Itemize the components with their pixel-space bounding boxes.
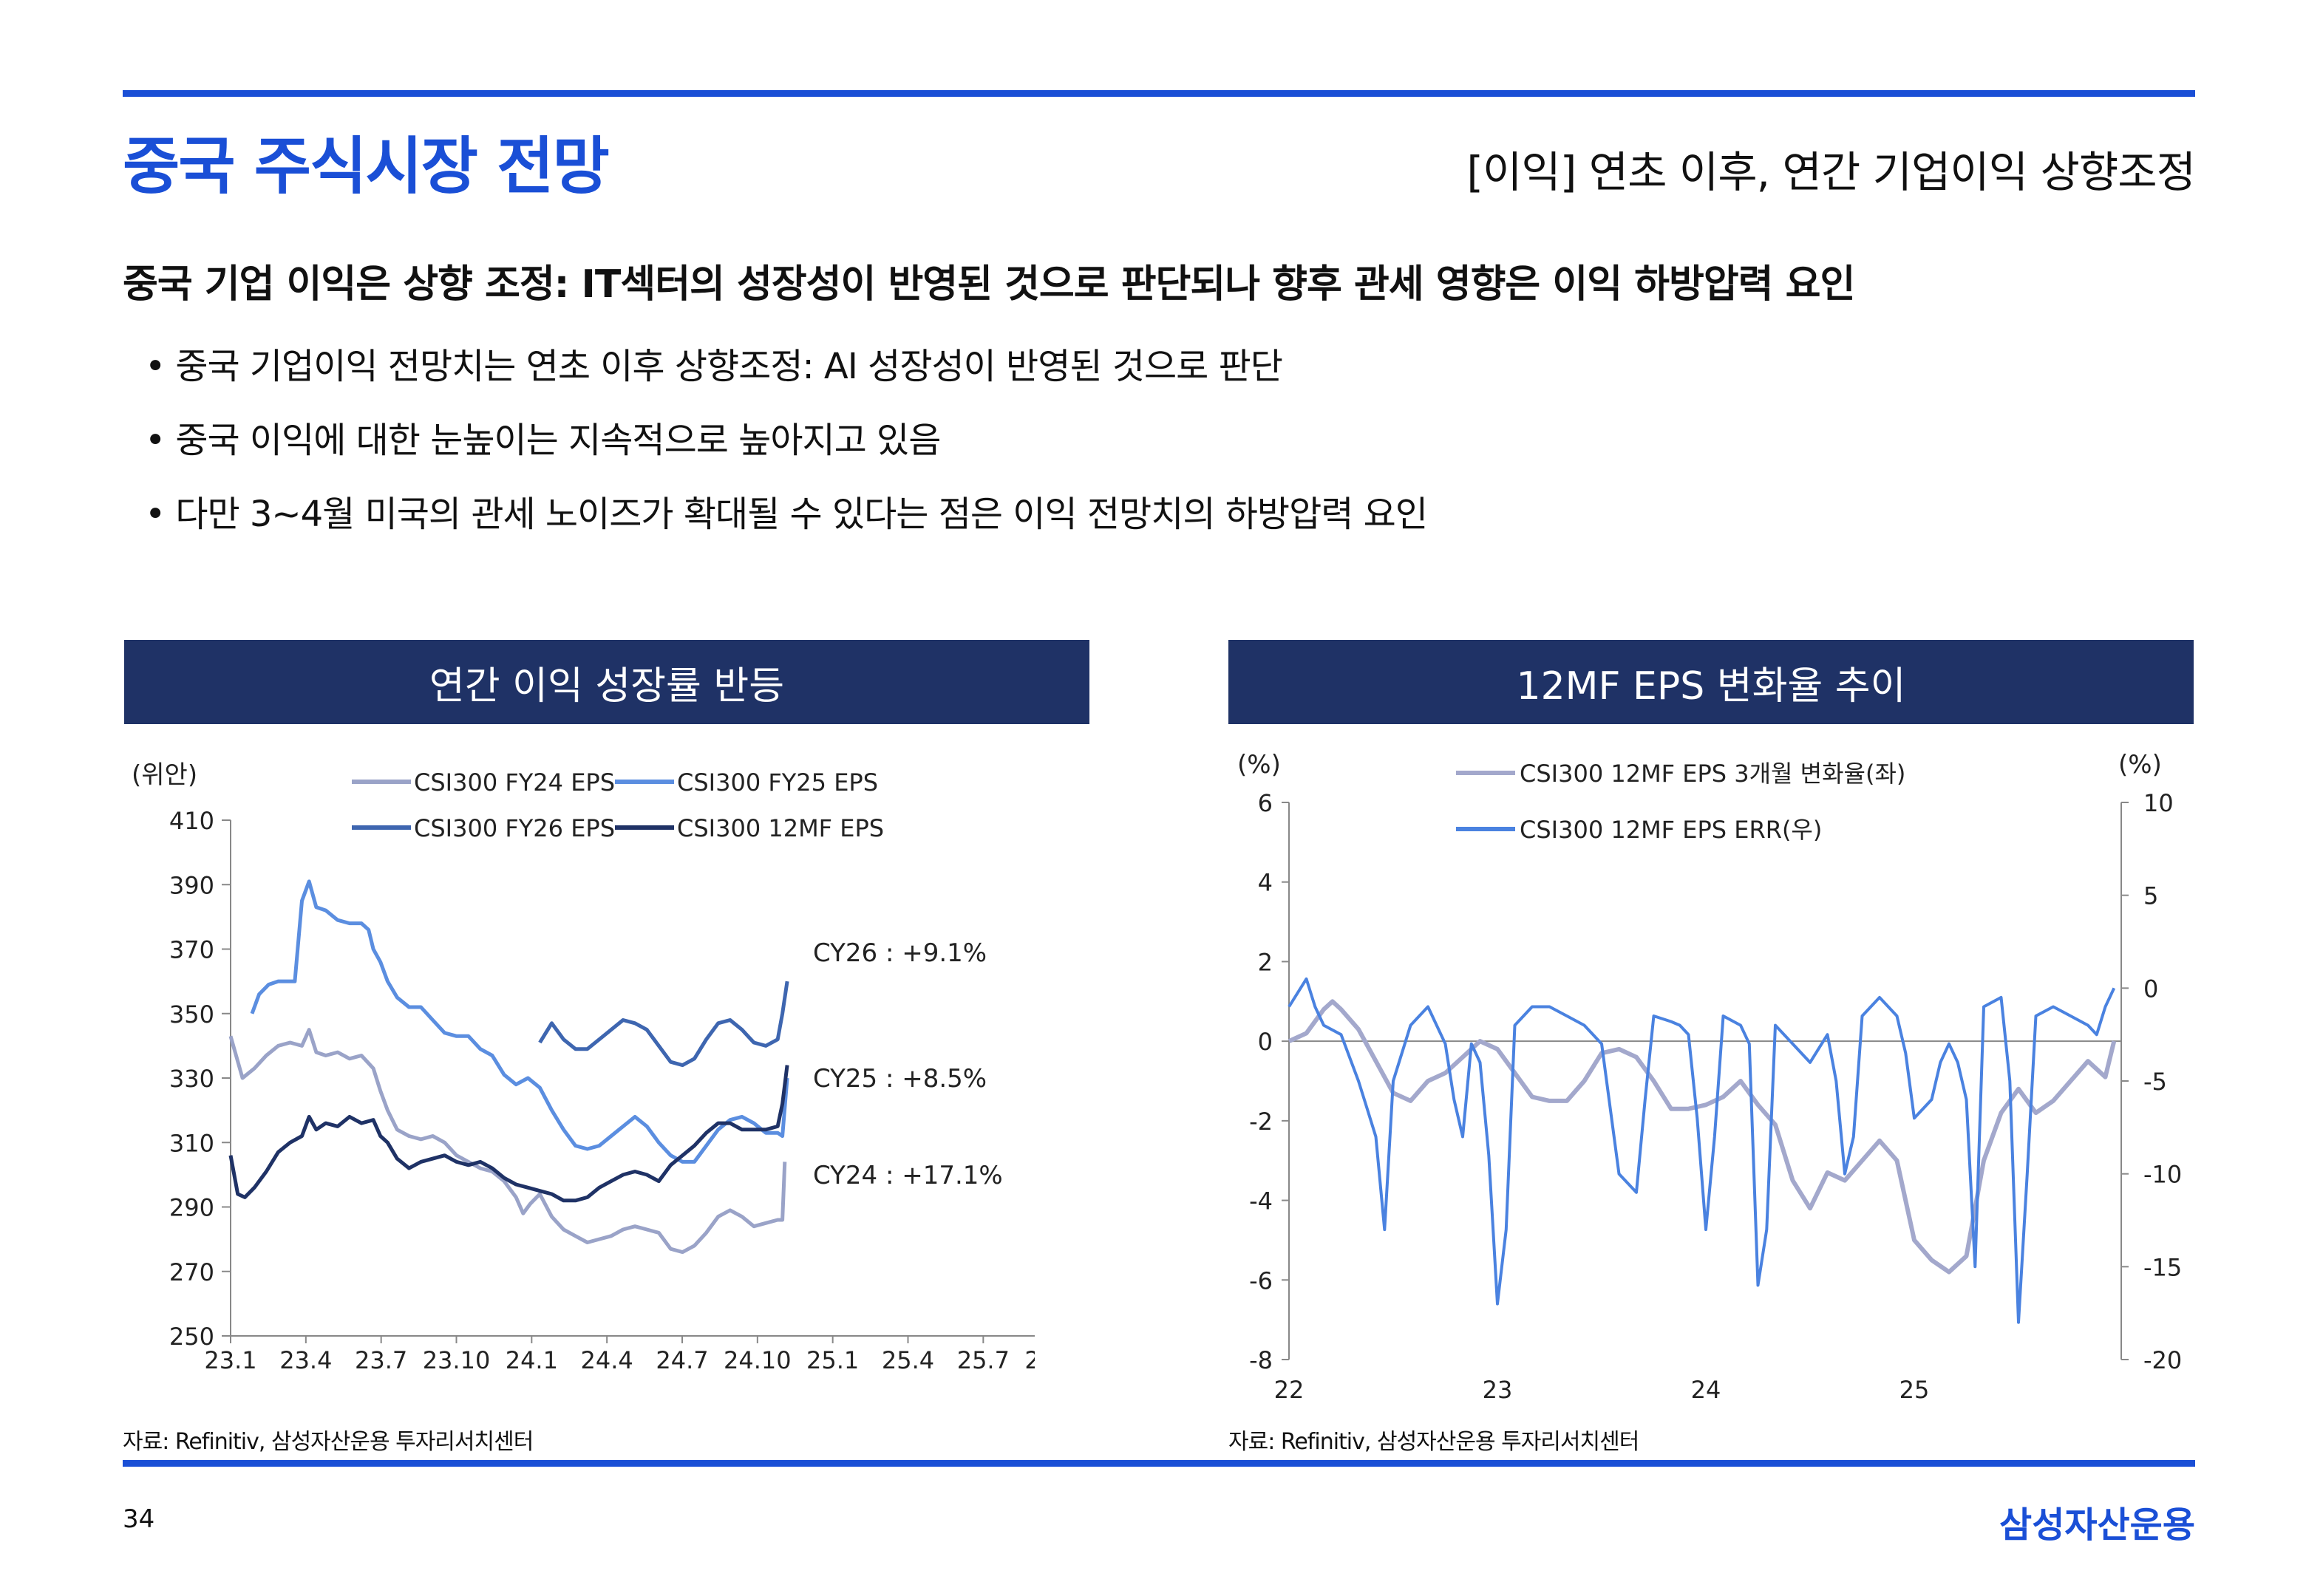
left-y-tick-label: -4 — [1249, 1187, 1273, 1215]
x-tick-label: 24.1 — [506, 1346, 558, 1374]
legend-label: CSI300 12MF EPS — [677, 814, 884, 842]
legend-label: CSI300 FY25 EPS — [677, 768, 878, 797]
bullet-marker: • — [145, 420, 166, 461]
right-y-tick-label: -15 — [2143, 1253, 2182, 1281]
left-y-tick-label: -6 — [1249, 1266, 1273, 1295]
left-y-tick-label: 6 — [1258, 789, 1273, 817]
y-tick-label: 410 — [169, 807, 214, 835]
bullet-text: 다만 3~4월 미국의 관세 노이즈가 확대될 수 있다는 점은 이익 전망치의… — [175, 494, 1428, 535]
headline: 중국 기업 이익은 상향 조정: IT섹터의 성장성이 반영된 것으로 판단되나… — [123, 262, 1855, 307]
legend-label: CSI300 FY26 EPS — [414, 814, 615, 842]
growth-annotation: CY25 : +8.5% — [813, 1064, 987, 1094]
x-tick-label: 25.7 — [957, 1346, 1010, 1374]
right-y-tick-label: 0 — [2143, 975, 2158, 1003]
right-y-tick-label: -10 — [2143, 1161, 2182, 1189]
bullet-text: 중국 이익에 대한 눈높이는 지속적으로 높아지고 있음 — [175, 420, 941, 461]
x-tick-label: 24 — [1691, 1376, 1721, 1404]
left-panel-heading: 연간 이익 성장률 반등 — [124, 640, 1089, 724]
x-tick-label: 25.4 — [882, 1346, 934, 1374]
y-tick-label: 350 — [169, 1000, 214, 1029]
top-rule — [123, 90, 2195, 97]
x-tick-label: 23.4 — [279, 1346, 332, 1374]
y-tick-label: 330 — [169, 1065, 214, 1093]
right-y-tick-label: -5 — [2143, 1068, 2167, 1096]
x-tick-label: 25.1 — [806, 1346, 859, 1374]
right-y-tick-label: 10 — [2143, 789, 2174, 817]
x-tick-label: 23.1 — [204, 1346, 256, 1374]
right-y-tick-label: -20 — [2143, 1346, 2182, 1374]
x-tick-label: 22 — [1274, 1376, 1305, 1404]
growth-annotation: CY24 : +17.1% — [813, 1161, 1003, 1190]
bullet-item: • 다만 3~4월 미국의 관세 노이즈가 확대될 수 있다는 점은 이익 전망치… — [145, 485, 1428, 536]
x-tick-label: 24.4 — [581, 1346, 633, 1374]
series-line-csi300-fy26-eps — [538, 981, 789, 1068]
bottom-rule — [123, 1460, 2195, 1467]
page-title: 중국 주식시장 전망 — [123, 130, 610, 202]
x-tick-label: 25.10 — [1024, 1346, 1035, 1374]
series-line-csi300-fy24-eps — [228, 1028, 787, 1255]
x-tick-label: 24.7 — [656, 1346, 708, 1374]
x-tick-label: 23.7 — [355, 1346, 407, 1374]
y-tick-label: 250 — [169, 1323, 214, 1351]
bullet-marker: • — [145, 346, 166, 387]
y-tick-label: 270 — [169, 1258, 214, 1286]
right-y-tick-label: 5 — [2143, 882, 2158, 910]
bullet-item: • 중국 이익에 대한 눈높이는 지속적으로 높아지고 있음 — [145, 411, 941, 463]
right-panel-heading: 12MF EPS 변화율 추이 — [1228, 640, 2194, 724]
series-line-3m-change — [1288, 999, 2117, 1275]
y-tick-label: 310 — [169, 1129, 214, 1157]
bullet-text: 중국 기업이익 전망치는 연초 이후 상향조정: AI 성장성이 반영된 것으로… — [175, 346, 1283, 387]
left-axis-unit: (%) — [1237, 750, 1281, 780]
bullet-item: • 중국 기업이익 전망치는 연초 이후 상향조정: AI 성장성이 반영된 것으… — [145, 337, 1283, 389]
right-axis-unit: (%) — [2118, 750, 2162, 780]
bullet-marker: • — [145, 494, 166, 535]
left-y-tick-label: -2 — [1249, 1108, 1273, 1136]
y-axis-unit: (위안) — [132, 760, 197, 790]
page-number: 34 — [123, 1504, 155, 1534]
x-tick-label: 23.10 — [423, 1346, 491, 1374]
series-line-csi300-fy25-eps — [250, 879, 789, 1164]
x-tick-label: 25 — [1899, 1376, 1930, 1404]
left-y-tick-label: 0 — [1258, 1028, 1273, 1056]
left-y-tick-label: -8 — [1249, 1346, 1273, 1374]
y-tick-label: 390 — [169, 871, 214, 899]
series-line-csi300-12mf-eps — [228, 1065, 789, 1203]
x-tick-label: 23 — [1483, 1376, 1513, 1404]
eps-level-chart: (위안) 410 390 370 350 330 310 290 270 250 23.1 23.… — [132, 760, 1035, 1374]
eps-change-chart: (%) (%) 6 4 2 0 -2 -4 -6 -8 10 5 0 -5 -10 -15 -20 22 2… — [1237, 750, 2182, 1404]
legend-label: CSI300 FY24 EPS — [414, 768, 615, 797]
legend-label: CSI300 12MF EPS 3개월 변화율(좌) — [1520, 760, 1905, 788]
y-tick-label: 290 — [169, 1194, 214, 1222]
y-tick-label: 370 — [169, 936, 214, 964]
x-tick-label: 24.10 — [724, 1346, 792, 1374]
left-y-tick-label: 2 — [1258, 948, 1273, 976]
growth-annotation: CY26 : +9.1% — [813, 938, 987, 968]
left-source-note: 자료: Refinitiv, 삼성자산운용 투자리서치센터 — [123, 1429, 534, 1455]
right-source-note: 자료: Refinitiv, 삼성자산운용 투자리서치센터 — [1228, 1429, 1639, 1455]
legend-label: CSI300 12MF EPS ERR(우) — [1520, 816, 1822, 844]
left-y-tick-label: 4 — [1258, 869, 1273, 897]
series-line-err — [1288, 977, 2116, 1324]
brand-logo: 삼성자산운용 — [1999, 1504, 2195, 1546]
page-subtitle: [이익] 연초 이후, 연간 기업이익 상향조정 — [1466, 147, 2196, 197]
